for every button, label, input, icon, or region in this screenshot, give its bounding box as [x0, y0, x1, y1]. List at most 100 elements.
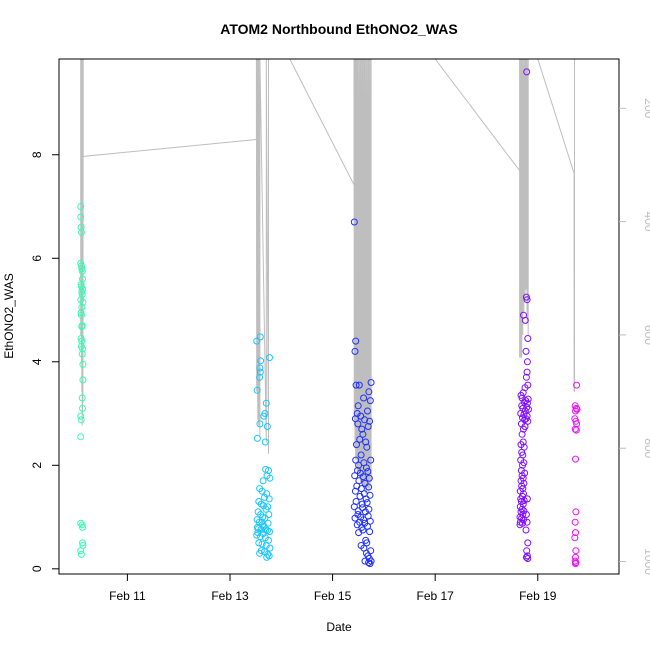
data-point	[354, 507, 362, 515]
data-point	[518, 430, 526, 438]
data-point	[263, 553, 271, 561]
data-point	[572, 560, 579, 568]
data-point	[364, 407, 371, 415]
data-point	[256, 333, 264, 341]
data-point	[257, 357, 265, 365]
data-point	[79, 376, 87, 384]
data-point	[351, 347, 359, 355]
data-point	[364, 468, 372, 475]
data-point	[78, 394, 86, 402]
data-point	[77, 547, 85, 555]
data-point	[522, 553, 530, 561]
data-point	[362, 495, 370, 503]
right-y-axis: 200 400 600 800 1000	[619, 98, 650, 575]
data-point	[259, 477, 267, 485]
data-point	[572, 426, 580, 434]
data-point	[264, 519, 272, 527]
data-point	[77, 311, 85, 319]
data-point	[79, 275, 86, 283]
data-point	[78, 323, 86, 331]
data-point	[361, 479, 369, 487]
data-point	[77, 213, 85, 221]
data-point	[352, 337, 360, 345]
data-point	[255, 539, 263, 547]
data-point	[351, 487, 359, 495]
data-point	[359, 504, 366, 512]
data-point	[354, 420, 362, 428]
x-tick-label: Feb 17	[417, 589, 455, 603]
data-point	[266, 474, 274, 482]
data-point	[519, 461, 526, 469]
x-tick-label: Feb 13	[211, 589, 249, 603]
data-point	[362, 438, 370, 446]
data-point	[573, 381, 581, 389]
data-point	[352, 456, 360, 464]
data-point	[522, 526, 530, 534]
data-point	[365, 388, 373, 396]
data-point	[351, 514, 359, 522]
data-point	[256, 373, 264, 381]
data-point	[524, 417, 532, 425]
y-axis-label: EthONO2_WAS	[2, 273, 16, 359]
data-point	[367, 557, 375, 565]
data-point	[78, 337, 86, 345]
data-point	[77, 223, 85, 231]
data-point	[522, 373, 530, 381]
data-point	[360, 394, 368, 402]
chart-title: ATOM2 Northbound EthONO2_WAS	[220, 21, 457, 37]
data-point	[524, 555, 532, 562]
data-point	[571, 425, 579, 433]
data-point	[571, 518, 579, 526]
data-point	[354, 402, 362, 410]
right-y-tick-label: 600	[642, 325, 650, 345]
data-points-group	[77, 68, 581, 568]
data-point	[366, 528, 374, 536]
data-point	[253, 523, 261, 531]
y-tick-label: 0	[30, 565, 44, 572]
data-point	[79, 360, 87, 368]
y-tick-label: 8	[30, 151, 44, 158]
data-point	[361, 416, 369, 424]
data-point	[256, 364, 264, 372]
data-point	[78, 265, 86, 273]
data-point	[263, 423, 271, 430]
data-point	[520, 425, 527, 433]
data-point	[257, 500, 265, 508]
data-point	[266, 354, 273, 362]
data-point	[367, 379, 375, 386]
data-point	[355, 461, 363, 469]
data-point	[77, 262, 85, 270]
x-tick-label: Feb 19	[519, 589, 557, 603]
data-point	[78, 288, 86, 296]
data-point	[78, 303, 86, 311]
y-tick-label: 2	[30, 462, 44, 469]
data-point	[523, 68, 531, 76]
data-point	[350, 503, 358, 511]
data-point	[523, 368, 531, 376]
data-point	[262, 399, 270, 407]
data-point	[77, 203, 85, 210]
data-point	[78, 267, 86, 275]
data-point	[77, 519, 85, 527]
data-point	[77, 433, 85, 441]
data-point	[351, 472, 359, 480]
x-axis: Feb 11 Feb 13 Feb 15 Feb 17 Feb 19	[109, 574, 557, 603]
data-point	[522, 347, 530, 355]
data-point	[363, 443, 371, 451]
data-point	[523, 552, 531, 560]
data-point	[572, 529, 579, 537]
data-point	[358, 500, 366, 508]
data-point	[571, 534, 579, 542]
data-point	[523, 495, 531, 503]
data-point	[365, 474, 373, 482]
data-point	[573, 405, 581, 413]
data-point	[352, 381, 360, 389]
data-point	[362, 464, 370, 472]
data-point	[265, 511, 273, 518]
data-point	[357, 451, 365, 459]
pressure-line-group	[80, 59, 575, 494]
data-point	[522, 511, 530, 518]
data-point	[359, 430, 367, 438]
data-point	[523, 403, 531, 411]
